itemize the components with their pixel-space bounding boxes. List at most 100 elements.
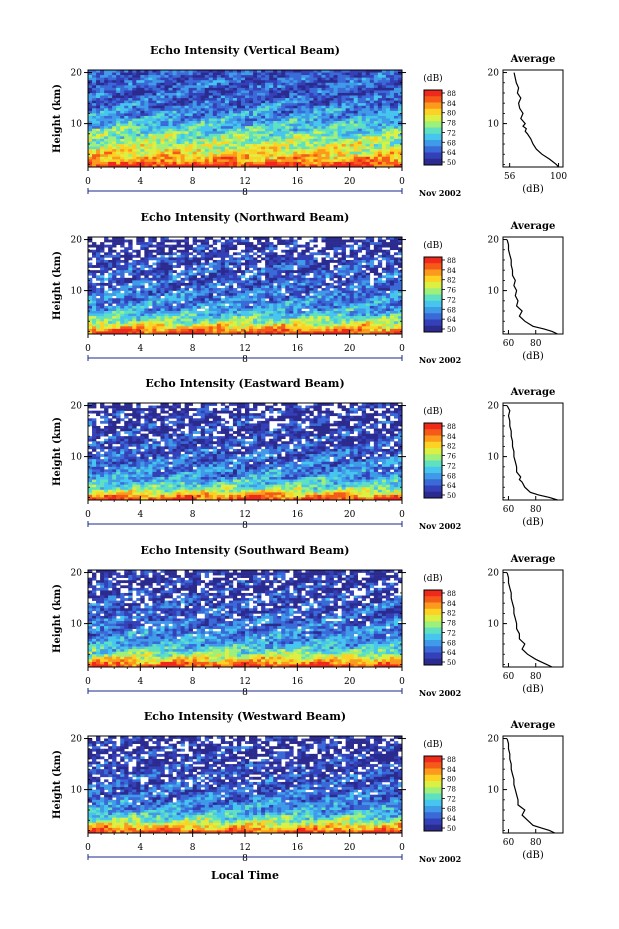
heatmap-cell bbox=[349, 305, 354, 309]
heatmap-cell bbox=[228, 77, 234, 81]
heatmap-cell bbox=[329, 133, 334, 137]
heatmap-cell bbox=[184, 146, 189, 150]
heatmap-cell bbox=[156, 77, 161, 81]
heatmap-cell bbox=[265, 161, 270, 165]
heatmap-cell bbox=[305, 128, 310, 132]
heatmap-cell bbox=[265, 244, 270, 248]
heatmap-cell bbox=[321, 298, 326, 302]
heatmap-cell bbox=[212, 247, 218, 251]
heatmap-cell bbox=[393, 149, 399, 152]
heatmap-cell bbox=[329, 128, 334, 132]
heatmap-cell bbox=[393, 77, 399, 81]
heatmap-cell bbox=[309, 305, 314, 309]
heatmap-cell bbox=[200, 146, 206, 150]
heatmap-cell bbox=[184, 87, 189, 91]
heatmap-cell bbox=[321, 288, 326, 291]
heatmap-cell bbox=[353, 82, 359, 86]
heatmap-cell bbox=[393, 272, 399, 276]
heatmap-cell bbox=[289, 267, 294, 271]
heatmap-cell bbox=[208, 131, 214, 135]
heatmap-cell bbox=[92, 146, 97, 150]
heatmap-cell bbox=[184, 156, 189, 160]
heatmap-cell bbox=[257, 164, 262, 168]
heatmap-cell bbox=[208, 108, 214, 112]
heatmap-cell bbox=[176, 92, 181, 96]
heatmap-cell bbox=[208, 123, 214, 127]
heatmap-cell bbox=[160, 259, 165, 263]
heatmap-cell bbox=[192, 282, 197, 286]
heatmap-cell bbox=[293, 285, 298, 289]
heatmap-cell bbox=[341, 105, 346, 109]
heatmap-cell bbox=[224, 82, 230, 86]
heatmap-cell bbox=[249, 133, 254, 137]
heatmap-cell bbox=[220, 103, 226, 107]
heatmap-cell bbox=[136, 75, 141, 78]
heatmap-cell bbox=[325, 298, 330, 302]
heatmap-cell bbox=[156, 262, 161, 266]
heatmap-cell bbox=[128, 242, 133, 245]
heatmap-cell bbox=[156, 277, 161, 281]
heatmap-cell bbox=[172, 121, 177, 124]
heatmap-cell bbox=[345, 164, 350, 168]
heatmap-cell bbox=[172, 75, 177, 78]
heatmap-cell bbox=[385, 118, 391, 122]
heatmap-cell bbox=[192, 85, 197, 89]
heatmap-cell bbox=[365, 113, 371, 117]
heatmap-cell bbox=[317, 161, 322, 165]
heatmap-cell bbox=[96, 126, 101, 130]
heatmap-cell bbox=[232, 288, 238, 291]
heatmap-cell bbox=[196, 82, 202, 86]
heatmap-cell bbox=[104, 87, 109, 91]
heatmap-cell bbox=[281, 85, 286, 89]
heatmap-cell bbox=[381, 128, 387, 132]
heatmap-cell bbox=[297, 121, 302, 124]
heatmap-cell bbox=[88, 110, 93, 114]
heatmap-cell bbox=[156, 138, 161, 142]
heatmap-cell bbox=[345, 293, 350, 297]
heatmap-cell bbox=[220, 242, 226, 245]
heatmap-cell bbox=[108, 141, 113, 145]
heatmap-cell bbox=[148, 100, 153, 104]
heatmap-cell bbox=[349, 308, 354, 312]
heatmap-cell bbox=[293, 128, 298, 132]
heatmap-cell bbox=[228, 300, 234, 304]
heatmap-cell bbox=[253, 262, 258, 266]
heatmap-cell bbox=[357, 303, 363, 307]
heatmap-cell bbox=[180, 118, 185, 122]
heatmap-cell bbox=[208, 151, 214, 155]
heatmap-cell bbox=[200, 293, 206, 297]
heatmap-cell bbox=[172, 275, 177, 279]
heatmap-cell bbox=[92, 270, 97, 274]
heatmap-cell bbox=[357, 288, 363, 291]
colorbar-swatch bbox=[424, 133, 442, 141]
heatmap-cell bbox=[104, 311, 109, 314]
heatmap-cell bbox=[152, 105, 157, 109]
heatmap-cell bbox=[136, 300, 141, 304]
heatmap-cell bbox=[305, 259, 310, 263]
heatmap-cell bbox=[381, 141, 387, 145]
heatmap-cell bbox=[269, 70, 274, 73]
heatmap-cell bbox=[261, 308, 266, 312]
heatmap-cell bbox=[257, 85, 262, 89]
heatmap-cell bbox=[120, 126, 125, 130]
heatmap-cell bbox=[224, 95, 230, 99]
heatmap-cell bbox=[249, 95, 254, 99]
heatmap-cell bbox=[160, 87, 165, 91]
heatmap-cell bbox=[297, 285, 302, 289]
heatmap-cell bbox=[148, 151, 153, 155]
heatmap-cell bbox=[156, 108, 161, 112]
heatmap-cell bbox=[168, 126, 173, 130]
heatmap-cell bbox=[132, 85, 137, 89]
heatmap-cell bbox=[152, 237, 157, 240]
heatmap-cell bbox=[317, 82, 322, 86]
heatmap-cell bbox=[216, 133, 222, 137]
heatmap-cell bbox=[281, 285, 286, 289]
heatmap-cell bbox=[261, 159, 266, 163]
heatmap-cell bbox=[128, 239, 133, 243]
heatmap-cell bbox=[249, 156, 254, 160]
heatmap-cell bbox=[176, 249, 181, 253]
heatmap-cell bbox=[224, 265, 230, 268]
heatmap-cell bbox=[333, 85, 338, 89]
heatmap-cell bbox=[156, 156, 161, 160]
heatmap-cell bbox=[257, 138, 262, 142]
